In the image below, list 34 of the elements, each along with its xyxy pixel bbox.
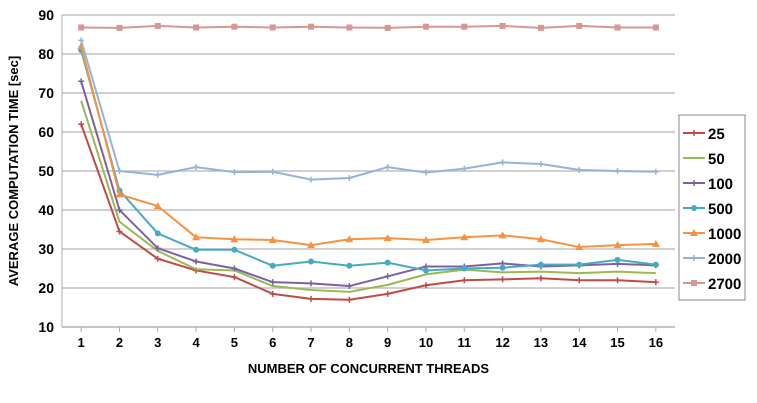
x-tick-label: 3 xyxy=(154,335,162,350)
legend-label: 2700 xyxy=(708,276,742,293)
x-tick-label: 15 xyxy=(610,335,625,350)
x-tick-label: 1 xyxy=(78,335,85,350)
y-tick-label: 20 xyxy=(38,280,54,296)
legend-label: 2000 xyxy=(708,251,742,268)
x-tick-label: 8 xyxy=(346,335,353,350)
legend-label: 500 xyxy=(708,201,734,218)
x-tick-label: 14 xyxy=(572,335,588,350)
x-tick-label: 6 xyxy=(269,335,276,350)
x-tick-label: 2 xyxy=(116,335,124,350)
x-tick-label: 7 xyxy=(307,335,315,350)
y-tick-label: 90 xyxy=(38,7,54,23)
x-tick-label: 4 xyxy=(192,335,200,350)
x-tick-label: 12 xyxy=(495,335,510,350)
legend-label: 1000 xyxy=(708,226,742,243)
y-tick-label: 60 xyxy=(38,124,54,140)
x-axis-title: NUMBER OF CONCURRENT THREADS xyxy=(248,361,490,376)
y-tick-label: 10 xyxy=(38,319,54,335)
x-tick-label: 9 xyxy=(384,335,392,350)
x-tick-label: 10 xyxy=(418,335,434,350)
y-tick-label: 50 xyxy=(38,163,54,179)
y-tick-label: 70 xyxy=(38,85,54,101)
legend-label: 50 xyxy=(708,151,725,168)
x-tick-label: 16 xyxy=(648,335,664,350)
y-tick-label: 30 xyxy=(38,241,54,257)
y-tick-label: 40 xyxy=(38,202,54,218)
x-tick-label: 5 xyxy=(230,335,238,350)
x-tick-label: 13 xyxy=(534,335,548,350)
y-tick-label: 80 xyxy=(38,46,54,62)
y-axis-title: AVERAGE COMPUTATION TIME [sec] xyxy=(6,56,21,286)
legend-label: 100 xyxy=(708,176,734,193)
legend-label: 25 xyxy=(708,126,725,143)
x-tick-label: 11 xyxy=(457,335,472,350)
